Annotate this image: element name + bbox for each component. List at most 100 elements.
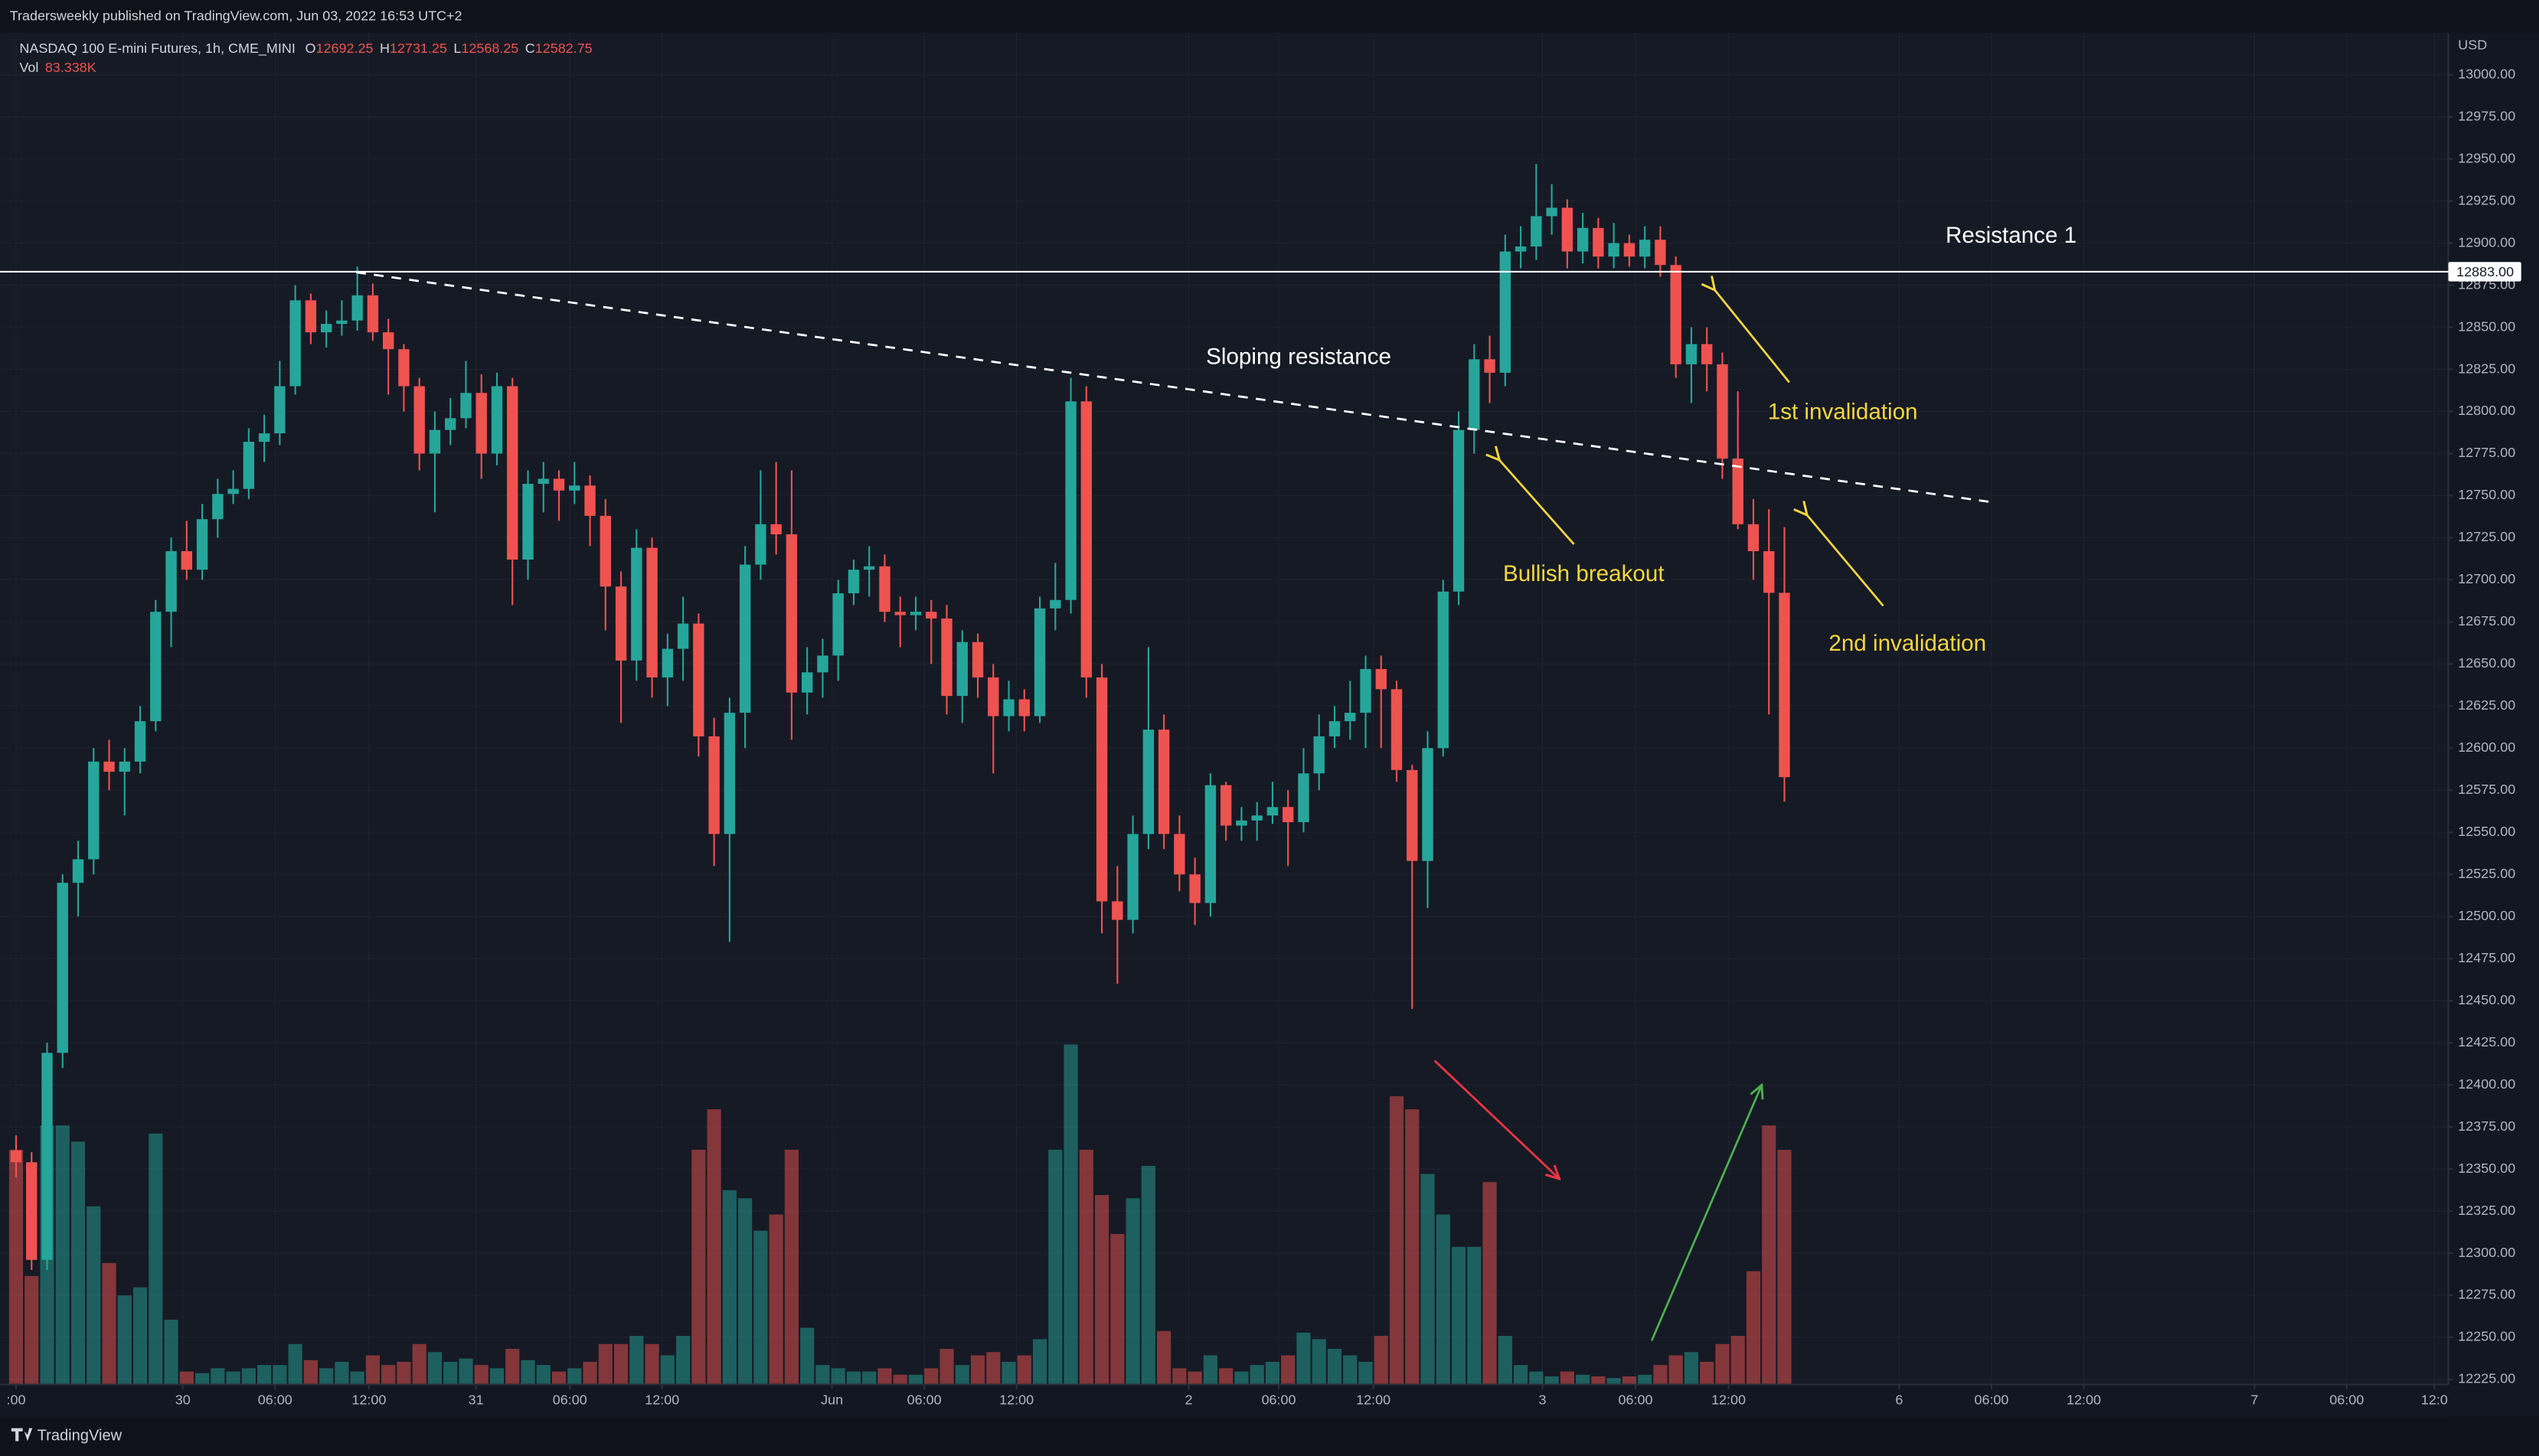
header-bar <box>0 0 2539 33</box>
volume-bar <box>1374 1336 1388 1385</box>
volume-bar <box>1219 1368 1234 1385</box>
candle-body <box>1701 344 1713 364</box>
candle-body <box>460 393 472 419</box>
y-tick-label: 12675.00 <box>2458 613 2515 628</box>
volume-bar <box>70 1141 86 1385</box>
candle-body <box>538 478 549 485</box>
candle-body <box>1717 364 1728 459</box>
volume-bar <box>1126 1198 1140 1385</box>
candle-body <box>1096 677 1108 902</box>
volume-bar <box>381 1365 396 1385</box>
annotation: 1st invalidation <box>1768 399 1918 424</box>
volume-bar <box>1668 1355 1683 1385</box>
x-tick-label: 30 <box>175 1392 191 1407</box>
volume-bar <box>893 1374 907 1385</box>
y-tick-label: 12275.00 <box>2458 1287 2515 1302</box>
candles <box>10 164 1790 1271</box>
volume-bar <box>1762 1125 1776 1385</box>
x-tick-label: 12:00 <box>351 1392 386 1407</box>
volume-bar <box>1591 1376 1606 1385</box>
candle-body <box>1608 243 1619 257</box>
volume-bar <box>551 1371 567 1385</box>
volume-bar <box>303 1360 318 1385</box>
volume-bar <box>1327 1349 1342 1385</box>
candle-body <box>41 1053 53 1260</box>
candle-body <box>1251 815 1263 821</box>
volume-bar <box>149 1133 163 1385</box>
candle-body <box>72 859 84 883</box>
volume-bar <box>1451 1246 1466 1385</box>
published-note: Tradersweekly published on TradingView.c… <box>10 8 462 23</box>
legend-value: 12731.25 <box>390 41 447 56</box>
x-tick-label: 12:00 <box>1711 1392 1746 1407</box>
candle-body <box>1499 251 1511 373</box>
candle-body <box>1452 429 1465 592</box>
candle-body <box>243 442 255 489</box>
x-tick-label: 06:00 <box>907 1392 942 1407</box>
volume-bar <box>273 1365 287 1385</box>
x-tick-label: 06:00 <box>258 1392 292 1407</box>
volume-bar <box>815 1365 830 1385</box>
legend-value: 12568.25 <box>461 41 518 56</box>
volume-bar <box>939 1349 954 1385</box>
sloping-resistance-line <box>356 271 1992 504</box>
candle-body <box>724 713 736 834</box>
y-tick-label: 12825.00 <box>2458 361 2515 376</box>
volume-bar <box>521 1360 535 1385</box>
annotation: Resistance 1 <box>1946 223 2077 248</box>
volume-bar <box>1002 1361 1016 1385</box>
volume-bar <box>1358 1361 1373 1385</box>
y-tick-label: 12775.00 <box>2458 445 2515 460</box>
volume-bar <box>1560 1371 1574 1385</box>
volume-bar <box>707 1109 721 1385</box>
x-tick-label: 2 <box>1185 1392 1193 1407</box>
candle-body <box>1283 807 1294 823</box>
candle-body <box>1390 689 1403 770</box>
candle-body <box>1034 608 1046 717</box>
candle-body <box>351 295 363 321</box>
candle-body <box>1174 834 1185 875</box>
candle-body <box>382 332 394 350</box>
y-tick-label: 12425.00 <box>2458 1034 2515 1050</box>
candle-body <box>1313 736 1325 774</box>
volume-bar <box>753 1230 768 1385</box>
candle-body <box>1018 699 1030 717</box>
volume-bar <box>722 1190 737 1385</box>
candle-body <box>445 418 456 430</box>
candle-body <box>569 485 580 491</box>
candle-body <box>1747 524 1760 552</box>
x-tick-label: 06:00 <box>2329 1392 2364 1407</box>
volume-bar <box>1513 1365 1528 1385</box>
volume-bar <box>319 1368 334 1385</box>
candle-body <box>848 570 860 593</box>
volume-bar <box>877 1368 892 1385</box>
x-tick-label: 7 <box>2250 1392 2258 1407</box>
candle-body <box>1469 359 1480 430</box>
volume-bar <box>1157 1330 1171 1385</box>
x-tick-label: 3 <box>1538 1392 1546 1407</box>
volume-bar <box>536 1365 551 1385</box>
candle-body <box>739 564 751 713</box>
volume-pane <box>8 1044 1792 1385</box>
candle-body <box>926 612 937 619</box>
volume-bar <box>164 1319 178 1385</box>
candle-body <box>227 488 239 495</box>
volume-bar <box>132 1287 148 1385</box>
volume-bar <box>629 1336 644 1385</box>
volume-bar <box>738 1198 753 1385</box>
volume-bar <box>1188 1371 1202 1385</box>
candle-body <box>274 386 286 434</box>
volume-bar <box>769 1214 783 1385</box>
volume-bar <box>1730 1336 1745 1385</box>
y-tick-label: 13000.00 <box>2458 66 2515 81</box>
footer-bar <box>0 1416 2539 1456</box>
candle-body <box>165 551 177 612</box>
arrow <box>1807 515 1884 607</box>
volume-bar <box>1250 1365 1264 1385</box>
x-tick-label: 12:00 <box>645 1392 679 1407</box>
volume-bar <box>489 1368 505 1385</box>
candle-body <box>972 641 984 677</box>
volume-bar <box>1638 1374 1652 1385</box>
volume-bar <box>8 1149 24 1385</box>
